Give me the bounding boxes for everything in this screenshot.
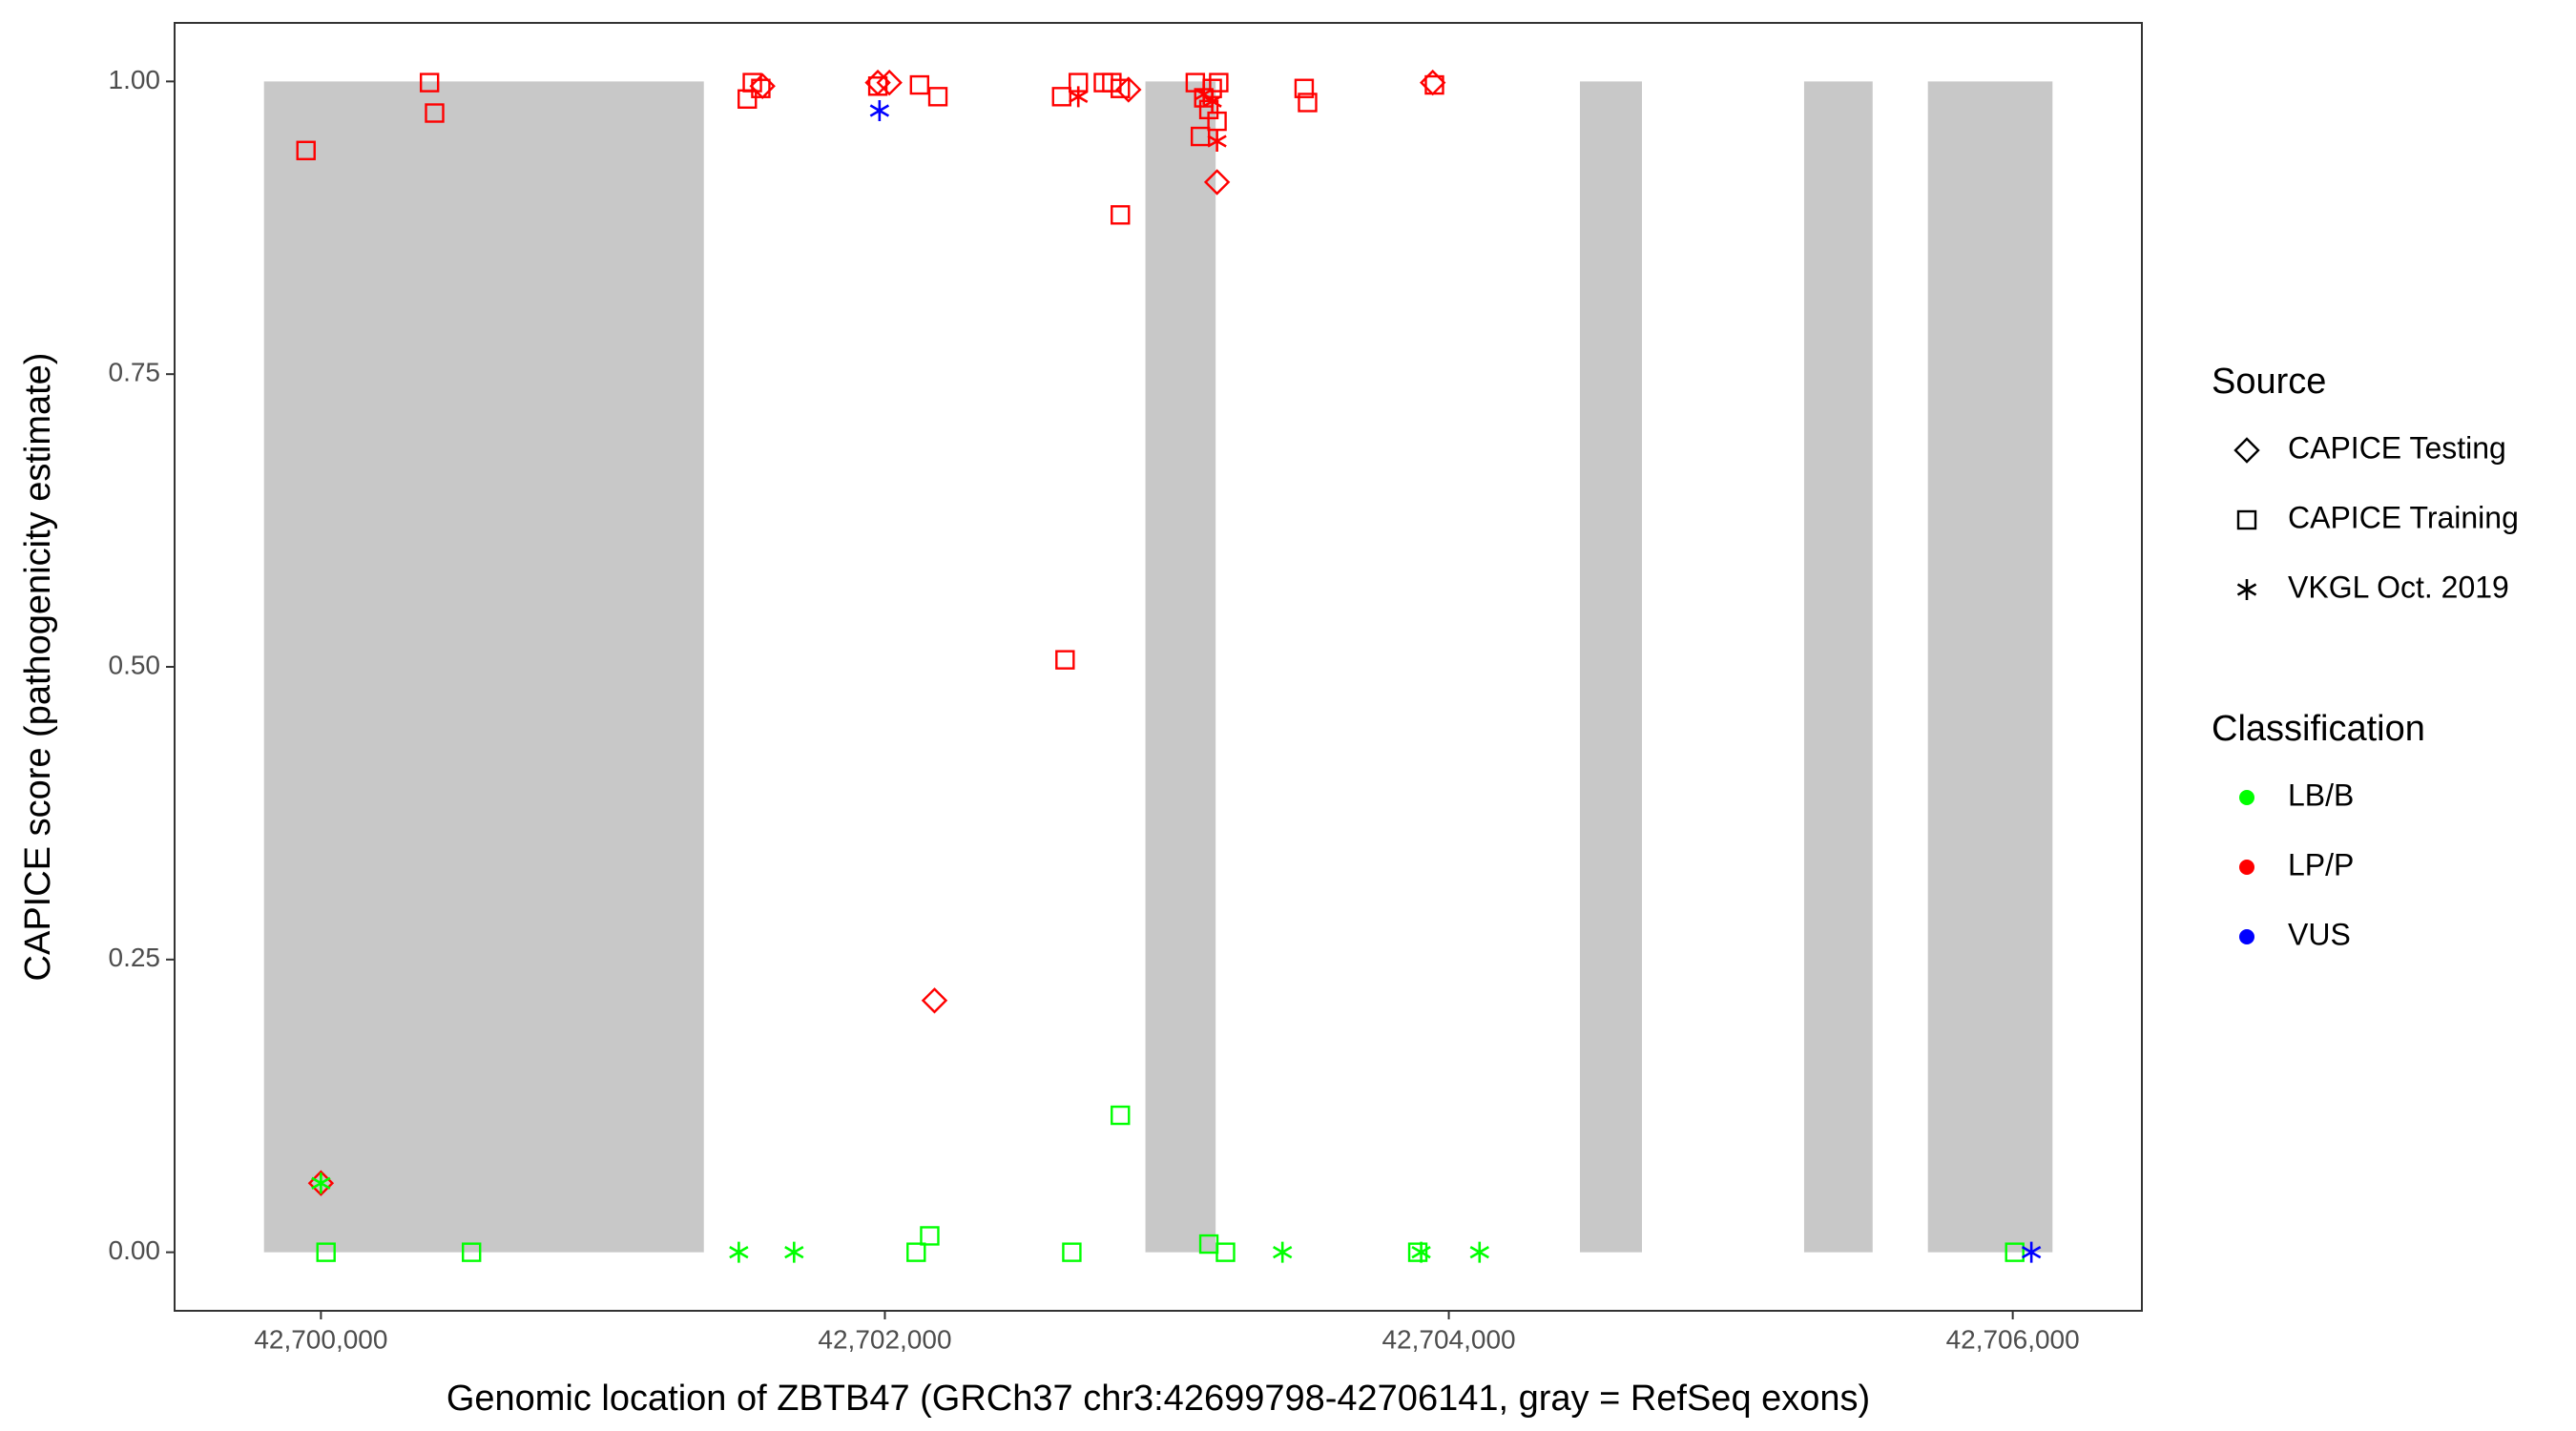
point	[1111, 78, 1131, 98]
point	[1198, 99, 1219, 120]
point	[316, 1242, 336, 1262]
legend-title: Source	[2212, 362, 2326, 402]
legend-key	[2239, 860, 2254, 875]
plot-border	[174, 22, 2143, 1312]
legend-key	[2239, 790, 2254, 805]
legend-label: LP/P	[2288, 847, 2354, 881]
point	[1424, 74, 1444, 95]
point	[1215, 1242, 1236, 1262]
legend-label: VKGL Oct. 2019	[2288, 570, 2509, 604]
point	[784, 1241, 804, 1263]
x-tick-label: 42,700,000	[254, 1324, 387, 1354]
series	[296, 73, 2025, 1262]
point	[1111, 205, 1131, 225]
point	[921, 987, 948, 1014]
point	[1469, 1241, 1489, 1263]
point	[909, 74, 930, 95]
legend-key	[2236, 509, 2257, 530]
point	[1294, 78, 1315, 98]
point	[462, 1242, 482, 1262]
series	[311, 83, 2042, 1263]
x-tick-label: 42,706,000	[1946, 1324, 2080, 1354]
y-tick-label: 0.25	[109, 943, 161, 972]
point	[876, 69, 903, 96]
point	[2021, 1241, 2042, 1263]
y-axis-title: CAPICE score (pathogenicity estimate)	[18, 353, 58, 982]
point	[1111, 1105, 1131, 1126]
point	[2005, 1242, 2025, 1262]
exon	[1927, 81, 2053, 1253]
point	[869, 100, 890, 122]
point	[1203, 169, 1231, 196]
y-tick-label: 0.00	[109, 1235, 161, 1265]
point	[867, 76, 888, 96]
point	[1298, 93, 1318, 113]
point	[729, 1241, 749, 1263]
point	[296, 140, 316, 160]
point	[1069, 86, 1089, 108]
point	[920, 1226, 940, 1246]
point	[1062, 1242, 1082, 1262]
point	[1202, 91, 1222, 113]
point	[1407, 1242, 1428, 1262]
point	[419, 73, 440, 93]
point	[1411, 1241, 1431, 1263]
legend-label: VUS	[2288, 917, 2351, 951]
point	[1194, 83, 1214, 105]
exon	[263, 81, 704, 1253]
legend-key	[2239, 929, 2254, 944]
exon	[1145, 81, 1216, 1253]
legend-label: LB/B	[2288, 778, 2354, 812]
legend-label: CAPICE Testing	[2288, 430, 2506, 465]
point	[1051, 87, 1071, 107]
x-tick-label: 42,704,000	[1381, 1324, 1515, 1354]
exon	[1803, 81, 1873, 1253]
point	[751, 78, 771, 98]
y-tick-label: 0.75	[109, 358, 161, 387]
point	[1209, 73, 1229, 93]
point	[927, 87, 948, 107]
point	[425, 103, 445, 123]
y-tick-label: 1.00	[109, 65, 161, 94]
exon	[1579, 81, 1643, 1253]
point	[311, 1172, 331, 1194]
legend-key	[2233, 437, 2260, 464]
x-axis-title: Genomic location of ZBTB47 (GRCh37 chr3:…	[447, 1379, 1870, 1419]
legend-title: Classification	[2212, 709, 2425, 749]
x-tick-label: 42,702,000	[818, 1324, 951, 1354]
point	[906, 1242, 926, 1262]
legend-label: CAPICE Training	[2288, 500, 2519, 534]
legend-key	[2236, 579, 2257, 600]
point	[1055, 650, 1075, 670]
point	[1273, 1241, 1293, 1263]
point	[1207, 130, 1227, 152]
y-tick-label: 0.50	[109, 650, 161, 679]
